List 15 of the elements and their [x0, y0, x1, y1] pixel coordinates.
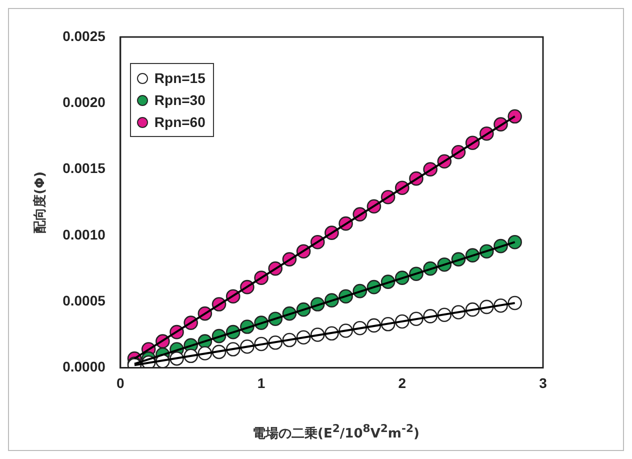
y-axis-title: 配向度(Φ) [32, 171, 48, 234]
x-tick-label: 3 [539, 375, 548, 392]
x-tick-label: 1 [257, 375, 266, 392]
y-tick-label: 0.0005 [62, 292, 106, 308]
y-tick-label: 0.0025 [62, 28, 106, 44]
legend-label: Rpn=15 [154, 69, 206, 88]
y-tick-label: 0.0015 [62, 160, 106, 176]
text: 電場の二乗(E$^{2}$/10$^{8}$V$^{2}$m$^{-2}$) [252, 422, 420, 441]
y-tick-label: 0.0000 [62, 358, 106, 375]
x-tick-label: 0 [116, 375, 125, 392]
x-tick-label: 2 [398, 375, 406, 392]
y-tick-label: 0.0020 [62, 94, 106, 110]
y-tick-label: 0.0010 [62, 226, 106, 242]
legend-label: Rpn=30 [154, 91, 206, 110]
legend-label: Rpn=60 [154, 113, 206, 132]
